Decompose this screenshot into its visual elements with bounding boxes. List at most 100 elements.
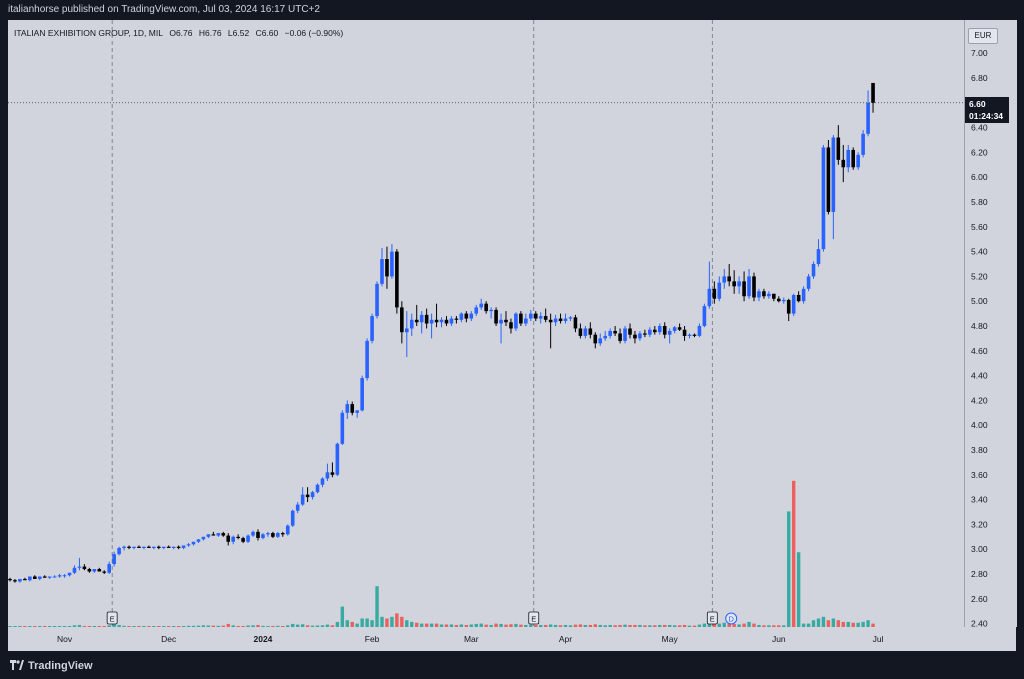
volume-bar xyxy=(162,626,166,627)
volume-bar xyxy=(777,625,781,627)
price-tick-label: 5.20 xyxy=(971,271,988,281)
candle-body xyxy=(102,571,107,573)
candle-body xyxy=(142,546,146,548)
candle-body xyxy=(667,330,672,335)
volume-bar xyxy=(846,621,850,627)
volume-bar xyxy=(762,625,766,627)
volume-bar xyxy=(171,626,176,627)
chart-plot-area[interactable] xyxy=(8,20,964,627)
currency-button[interactable]: EUR xyxy=(968,28,998,44)
candle-body xyxy=(514,313,518,329)
volume-bar xyxy=(816,618,821,627)
candle-body xyxy=(191,541,196,545)
candle-body xyxy=(558,318,563,322)
volume-bar xyxy=(841,621,845,627)
volume-bar xyxy=(181,625,186,627)
price-tick-label: 3.80 xyxy=(971,445,988,455)
volume-bar xyxy=(350,621,354,627)
price-tick-label: 3.40 xyxy=(971,495,988,505)
volume-bar xyxy=(796,552,801,627)
earnings-marker[interactable] xyxy=(706,611,718,625)
volume-bar xyxy=(484,624,488,627)
legend-symbol: ITALIAN EXHIBITION GROUP, 1D, MIL xyxy=(14,28,163,38)
volume-bar xyxy=(469,624,473,627)
volume-bar xyxy=(672,625,677,627)
volume-bar xyxy=(176,626,181,627)
candle-body xyxy=(201,536,206,540)
volume-bar xyxy=(653,625,657,627)
volume-bar xyxy=(92,626,97,627)
price-tick-label: 6.40 xyxy=(971,123,988,133)
volume-bar xyxy=(608,624,612,627)
volume-bar xyxy=(266,625,270,627)
candle-body xyxy=(152,546,156,548)
candle-body xyxy=(13,580,17,582)
bar-countdown: 01:24:34 xyxy=(969,111,1004,121)
candle-body xyxy=(856,154,860,168)
candle-body xyxy=(127,546,131,548)
price-tick-label: 5.60 xyxy=(971,222,988,232)
candle-body xyxy=(583,328,588,336)
volume-bar xyxy=(142,626,146,627)
candle-body xyxy=(866,102,870,134)
candle-body xyxy=(653,329,657,333)
time-tick-label: Feb xyxy=(365,634,380,644)
earnings-marker[interactable] xyxy=(528,611,540,625)
volume-bar xyxy=(117,624,121,627)
volume-bar xyxy=(62,626,67,627)
candle-body xyxy=(796,295,801,302)
time-axis[interactable] xyxy=(8,627,964,651)
price-tick-label: 5.40 xyxy=(971,247,988,257)
price-tick-label: 4.00 xyxy=(971,420,988,430)
volume-bar xyxy=(370,620,374,627)
candle-body xyxy=(826,147,831,212)
volume-bar xyxy=(449,624,454,627)
last-price-label: 6.60 01:24:34 xyxy=(965,97,1009,123)
dividend-marker[interactable] xyxy=(725,612,738,625)
price-tick-label: 3.00 xyxy=(971,544,988,554)
volume-bar xyxy=(787,511,791,627)
candle-body xyxy=(132,546,136,548)
volume-bar xyxy=(281,626,285,627)
candle-body xyxy=(221,533,226,536)
volume-bar xyxy=(667,624,672,627)
candle-body xyxy=(648,329,652,335)
candle-body xyxy=(226,535,231,542)
volume-bar xyxy=(866,620,870,627)
candle-body xyxy=(777,298,781,302)
candle-body xyxy=(588,328,593,335)
candle-body xyxy=(603,335,607,339)
volume-bar xyxy=(355,623,359,627)
price-tick-label: 4.60 xyxy=(971,346,988,356)
volume-bar xyxy=(638,624,642,627)
earnings-marker[interactable] xyxy=(106,611,118,625)
candle-body xyxy=(489,309,493,312)
volume-bar xyxy=(345,620,349,627)
earnings-marker-label: E xyxy=(110,615,115,624)
candle-body xyxy=(390,251,394,277)
volume-bar xyxy=(112,624,116,627)
volume-bar xyxy=(320,625,325,627)
candle-body xyxy=(444,319,449,324)
volume-bar xyxy=(226,623,230,627)
candle-body xyxy=(161,546,166,548)
volume-bar xyxy=(251,625,255,627)
candle-body xyxy=(276,533,280,537)
candle-body xyxy=(117,547,121,555)
volume-bar xyxy=(315,625,320,627)
candle-body xyxy=(697,326,702,336)
volume-bar xyxy=(836,620,841,627)
candle-body xyxy=(747,276,751,297)
candle-body xyxy=(23,578,27,581)
candle-body xyxy=(578,328,583,336)
candle-body xyxy=(459,313,464,320)
candle-body xyxy=(285,525,290,535)
volume-bar xyxy=(157,626,161,627)
candle-body xyxy=(633,334,637,339)
candle-body xyxy=(77,566,82,568)
price-tick-label: 2.40 xyxy=(971,619,988,629)
earnings-marker-label: E xyxy=(710,615,715,624)
volume-bar xyxy=(851,622,855,627)
volume-bar xyxy=(335,621,340,627)
candle-body xyxy=(236,536,240,539)
